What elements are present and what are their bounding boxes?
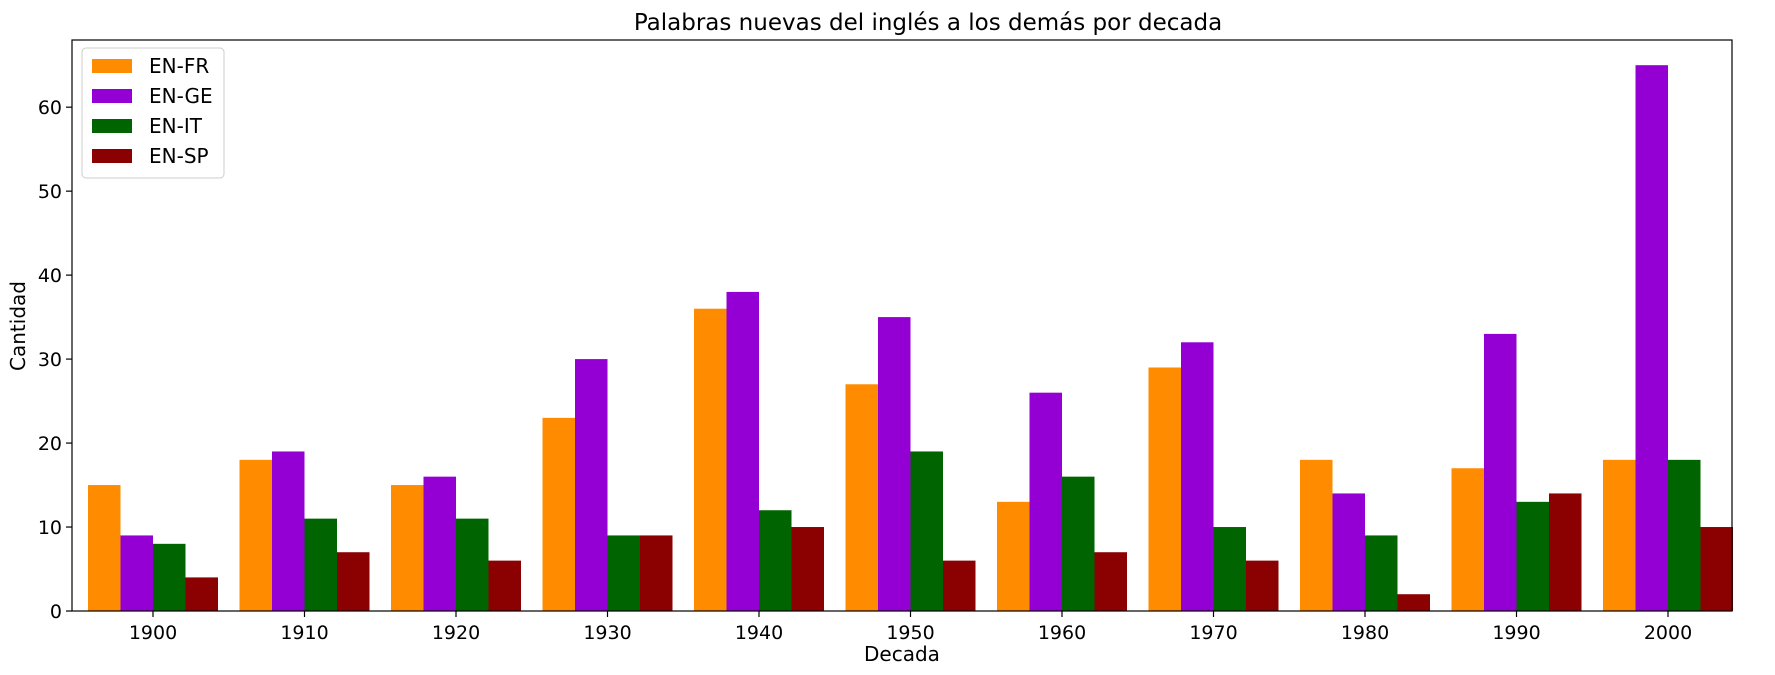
bar-en-it-1980: [1365, 535, 1398, 611]
y-axis-label: Cantidad: [6, 281, 30, 371]
bar-en-sp-1950: [943, 560, 976, 611]
bars-group: [88, 65, 1733, 611]
x-axis-label: Decada: [864, 642, 940, 666]
y-axis: 0 10 20 30 40 50 60: [38, 97, 72, 623]
bar-en-it-1940: [759, 510, 792, 611]
bar-en-it-1920: [456, 518, 489, 611]
bar-en-sp-1900: [185, 577, 218, 611]
bar-en-it-1950: [910, 451, 943, 611]
x-axis: 1900 1910 1920 1930 1940 1950 1960 1970 1980 1990…: [129, 611, 1692, 644]
bar-en-it-1960: [1062, 476, 1095, 611]
bar-en-it-1930: [607, 535, 640, 611]
bar-en-fr-1970: [1148, 367, 1181, 611]
bar-en-sp-2000: [1700, 527, 1733, 611]
x-tick-label: 1950: [886, 622, 934, 644]
bar-en-ge-1970: [1181, 342, 1214, 611]
legend-label-en-it: EN-IT: [149, 114, 203, 138]
x-tick-label: 1980: [1341, 622, 1389, 644]
bar-en-sp-1970: [1246, 560, 1279, 611]
bar-en-sp-1990: [1549, 493, 1582, 611]
y-tick-label: 0: [50, 601, 62, 623]
legend-label-en-sp: EN-SP: [149, 144, 209, 168]
bar-en-fr-1940: [694, 308, 727, 611]
bar-en-it-1910: [304, 518, 337, 611]
y-tick-label: 30: [38, 349, 62, 371]
bar-en-fr-2000: [1603, 459, 1636, 611]
legend-swatch-en-fr: [92, 59, 132, 73]
x-tick-label: 2000: [1644, 622, 1692, 644]
x-tick-label: 1910: [280, 622, 328, 644]
bar-en-fr-1990: [1451, 468, 1484, 611]
y-tick-label: 20: [38, 433, 62, 455]
bar-en-sp-1980: [1397, 594, 1430, 611]
bar-en-fr-1960: [997, 501, 1030, 611]
bar-en-sp-1960: [1094, 552, 1127, 611]
bar-en-fr-1920: [391, 485, 424, 611]
y-tick-label: 60: [38, 97, 62, 119]
legend-label-en-fr: EN-FR: [149, 54, 209, 78]
legend-label-en-ge: EN-GE: [149, 84, 213, 108]
bar-en-ge-1940: [726, 291, 759, 611]
chart-title: Palabras nuevas del inglés a los demás p…: [634, 10, 1222, 36]
bar-en-it-1970: [1213, 527, 1246, 611]
bar-en-sp-1920: [488, 560, 521, 611]
bar-en-fr-1900: [88, 485, 121, 611]
bar-en-fr-1980: [1300, 459, 1333, 611]
legend-box: [81, 47, 225, 179]
bar-en-ge-1920: [423, 476, 456, 611]
bar-en-sp-1940: [791, 527, 824, 611]
x-tick-label: 1920: [432, 622, 480, 644]
bar-en-sp-1930: [640, 535, 673, 611]
x-tick-label: 1970: [1189, 622, 1237, 644]
x-tick-label: 1990: [1492, 622, 1540, 644]
y-tick-label: 50: [38, 181, 62, 203]
bar-en-ge-1950: [878, 317, 911, 611]
bar-en-sp-1910: [337, 552, 370, 611]
bar-en-ge-1990: [1484, 333, 1517, 611]
bar-en-ge-1900: [120, 535, 153, 611]
bar-en-fr-1950: [845, 384, 878, 611]
x-tick-label: 1900: [129, 622, 177, 644]
bar-en-ge-1980: [1332, 493, 1365, 611]
y-tick-label: 10: [38, 517, 62, 539]
legend-swatch-en-ge: [92, 89, 132, 103]
y-tick-label: 40: [38, 265, 62, 287]
plot-frame: [71, 39, 1733, 612]
bar-en-it-1990: [1516, 501, 1549, 611]
bar-en-ge-1960: [1029, 392, 1062, 611]
bar-en-fr-1930: [542, 417, 575, 611]
bar-en-it-1900: [153, 543, 186, 611]
legend-swatch-en-sp: [92, 149, 132, 163]
x-tick-label: 1960: [1038, 622, 1086, 644]
bar-en-it-2000: [1668, 459, 1701, 611]
bar-en-ge-1930: [575, 359, 608, 611]
bar-en-ge-2000: [1635, 65, 1668, 611]
legend: EN-FR EN-GE EN-IT EN-SP: [81, 47, 225, 179]
x-tick-label: 1930: [583, 622, 631, 644]
x-tick-label: 1940: [735, 622, 783, 644]
bar-en-ge-1910: [272, 451, 305, 611]
bar-en-fr-1910: [239, 459, 272, 611]
legend-swatch-en-it: [92, 119, 132, 133]
